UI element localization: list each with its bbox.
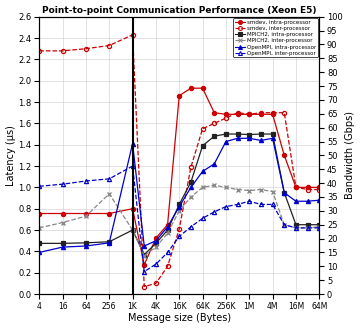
- Title: Point-to-point Communication Performance (Xeon E5): Point-to-point Communication Performance…: [42, 6, 317, 14]
- Y-axis label: Latency (µs): Latency (µs): [5, 125, 16, 186]
- X-axis label: Message size (Bytes): Message size (Bytes): [128, 314, 231, 323]
- Legend: smdev, intra-processor, smdev, inter-processor, MPICH2, intra-processor, MPICH2,: smdev, intra-processor, smdev, inter-pro…: [233, 18, 318, 57]
- Y-axis label: Bandwidth (Gbps): Bandwidth (Gbps): [345, 112, 356, 199]
